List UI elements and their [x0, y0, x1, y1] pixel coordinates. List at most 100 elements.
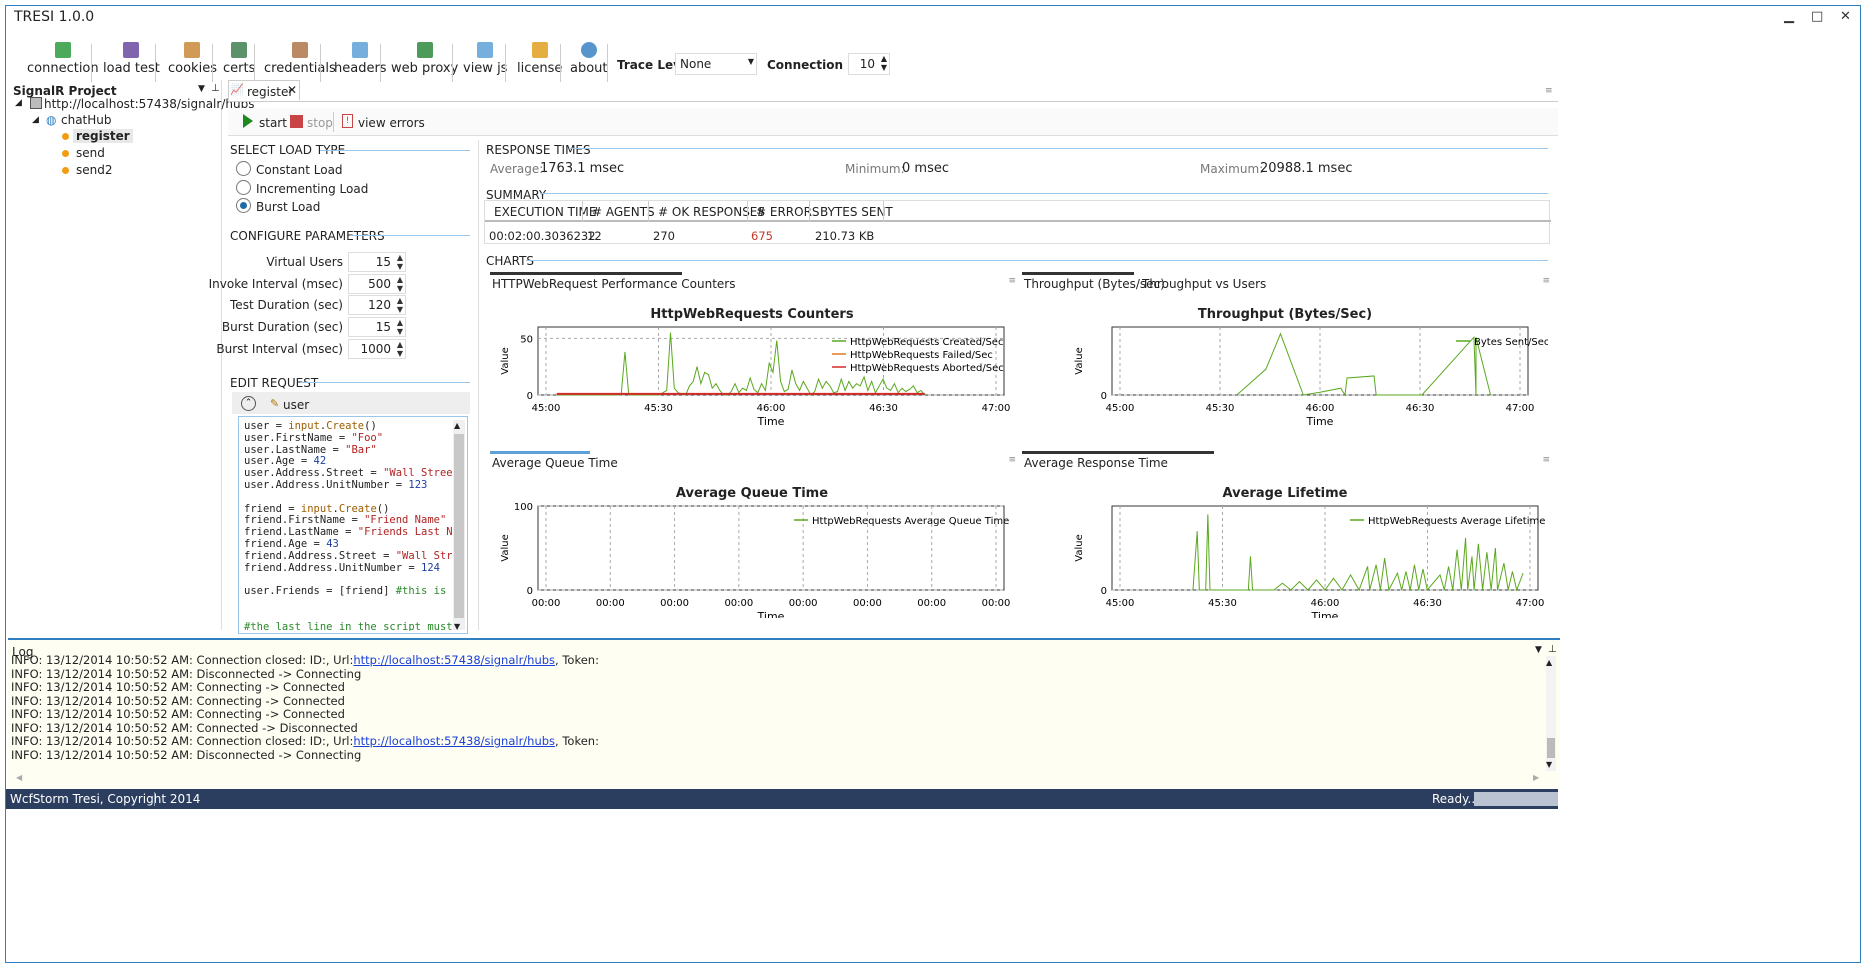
connection-limit-spinner[interactable]: 10 ▲ ▼ [848, 53, 890, 75]
script-code[interactable]: user = input.Create() user.FirstName = "… [244, 421, 452, 631]
close-button[interactable]: ✕ [1840, 9, 1851, 24]
chart-tab[interactable]: Average Response Time [1024, 456, 1168, 470]
log-scroll-thumb[interactable] [1547, 738, 1555, 758]
panel-dropdown-icon[interactable]: ▼ [1535, 645, 1542, 655]
tree-method-send2[interactable]: send2 [76, 163, 113, 177]
log-line: INFO: 13/12/2014 10:50:52 AM: Connecting… [11, 680, 345, 695]
section-divider [320, 150, 470, 151]
chart-title: Average Queue Time [675, 486, 829, 501]
toolbar-view-js-button[interactable]: view js [463, 42, 507, 76]
log-scrollbar[interactable] [1546, 656, 1556, 771]
pin-icon[interactable]: ⊥ [211, 83, 220, 94]
summary-col-header[interactable]: # OK RESPONSES [658, 205, 766, 219]
toolbar-about-button[interactable]: about [570, 42, 608, 76]
summary-col-header[interactable]: # ERRORS [756, 205, 820, 219]
collapse-arrow-icon[interactable]: ◢ [15, 98, 22, 108]
tree-method-register[interactable]: register [73, 129, 133, 143]
scroll-down-icon[interactable]: ▼ [454, 622, 461, 631]
chart-menu-icon[interactable]: ≡ [1008, 455, 1016, 465]
spinner-arrows-icon[interactable]: ▲ ▼ [396, 253, 403, 271]
x-tick-label: 45:00 [1106, 403, 1135, 414]
param-spinner[interactable]: 15 ▲ ▼ [348, 252, 406, 272]
start-button[interactable]: start [259, 116, 287, 130]
x-axis-label: Time [757, 415, 785, 428]
chart-menu-icon[interactable]: ≡ [1542, 276, 1550, 286]
toolbar-connection-button[interactable]: connection [27, 42, 99, 76]
y-axis-label: Value [500, 347, 511, 374]
script-editor[interactable] [238, 416, 468, 634]
tab-menu-icon[interactable]: ≡ [1545, 86, 1553, 96]
splitter[interactable] [478, 140, 479, 630]
toolbar-license-button[interactable]: license [517, 42, 562, 76]
tree-root[interactable]: http://localhost:57438/signalr/hubs [44, 97, 255, 111]
tab-underline [228, 101, 1558, 102]
trace-level-select[interactable]: None ▼ [675, 53, 757, 75]
minimize-button[interactable]: ▁ [1784, 9, 1794, 24]
summary-col-header[interactable]: # AGENTS [592, 205, 655, 219]
toolbar-cookies-button[interactable]: cookies [168, 42, 217, 76]
chart-menu-icon[interactable]: ≡ [1008, 276, 1016, 286]
cookie-icon [184, 42, 201, 58]
toolbar-headers-button[interactable]: headers [334, 42, 387, 76]
avg-value: 1763.1 msec [540, 161, 625, 176]
x-tick-label: 45:00 [1106, 598, 1135, 609]
log-link[interactable]: http://localhost:57438/signalr/hubs [353, 653, 556, 667]
connection-icon [54, 42, 71, 58]
radio-constant-load[interactable] [236, 161, 251, 176]
param-spinner[interactable]: 1000 ▲ ▼ [348, 338, 406, 359]
editor-scroll-thumb[interactable] [454, 434, 464, 618]
scroll-down-icon[interactable]: ▼ [1546, 760, 1553, 769]
param-spinner[interactable]: 15 ▲ ▼ [348, 317, 406, 338]
toolbar-separator [452, 44, 453, 82]
chart-tab[interactable]: Throughput (Bytes/sec) [1024, 277, 1165, 291]
radio-burst-load[interactable] [236, 198, 251, 213]
legend-label: HttpWebRequests Average Queue Time [812, 516, 1009, 527]
spinner-arrows-icon[interactable]: ▲ ▼ [396, 318, 403, 337]
scroll-right-icon[interactable]: ▶ [1533, 773, 1540, 782]
status-copyright: WcfStorm Tresi, Copyright 2014 [10, 792, 201, 806]
chart-tab[interactable]: Throughput vs Users [1142, 277, 1267, 291]
tree-method-send[interactable]: send [76, 146, 105, 160]
chart-tab[interactable]: HTTPWebRequest Performance Counters [492, 277, 736, 291]
toolbar-credentials-button[interactable]: credentials [264, 42, 336, 76]
collapse-arrow-icon[interactable]: ◢ [32, 115, 39, 125]
x-tick-label: 47:00 [1506, 403, 1535, 414]
status-separator [154, 792, 155, 806]
param-spinner[interactable]: 120 ▲ ▼ [348, 295, 406, 316]
toolbar-separator [91, 44, 92, 82]
cert-icon [231, 42, 248, 58]
summary-heading: SUMMARY [486, 188, 547, 202]
scroll-up-icon[interactable]: ▲ [454, 421, 461, 430]
spinner-arrows-icon[interactable]: ▲ ▼ [396, 339, 403, 358]
spinner-arrows-icon[interactable]: ▲ ▼ [396, 274, 403, 293]
view-errors-button[interactable]: view errors [358, 116, 425, 130]
tree-hub[interactable]: chatHub [61, 113, 112, 127]
radio-incrementing-load[interactable] [236, 180, 251, 195]
scroll-up-icon[interactable]: ▲ [1546, 658, 1553, 667]
play-icon [243, 114, 253, 128]
spinner-arrows-icon[interactable]: ▲ ▼ [880, 54, 887, 72]
panel-dropdown-icon[interactable]: ▼ [198, 84, 205, 94]
legend-label: HttpWebRequests Failed/Sec [850, 350, 993, 361]
param-value: 120 [368, 298, 391, 313]
toolbar-load-test-button[interactable]: load test [103, 42, 160, 76]
chart-menu-icon[interactable]: ≡ [1542, 455, 1550, 465]
close-tab-icon[interactable]: ✕ [287, 83, 298, 97]
toolbar-certs-button[interactable]: certs [223, 42, 255, 76]
chart-tab[interactable]: Average Queue Time [492, 456, 618, 470]
collapse-icon[interactable]: ⌃ [241, 396, 256, 411]
tab-register[interactable] [228, 80, 300, 101]
x-tick-label: 45:30 [644, 403, 673, 414]
summary-col-header[interactable]: BYTES SENT [820, 205, 893, 219]
log-link[interactable]: http://localhost:57438/signalr/hubs [353, 734, 556, 748]
scroll-left-icon[interactable]: ◀ [16, 773, 23, 782]
globe-icon [416, 42, 433, 58]
stop-button[interactable]: stop [307, 116, 333, 130]
toolbar-web-proxy-button[interactable]: web proxy [391, 42, 458, 76]
param-label: Invoke Interval (msec) [208, 276, 343, 291]
param-spinner[interactable]: 500 ▲ ▼ [348, 273, 406, 294]
maximize-button[interactable]: □ [1811, 9, 1824, 24]
summary-col-header[interactable]: EXECUTION TIME [494, 205, 597, 219]
pin-icon[interactable]: ⊥ [1548, 644, 1557, 655]
spinner-arrows-icon[interactable]: ▲ ▼ [396, 296, 403, 315]
